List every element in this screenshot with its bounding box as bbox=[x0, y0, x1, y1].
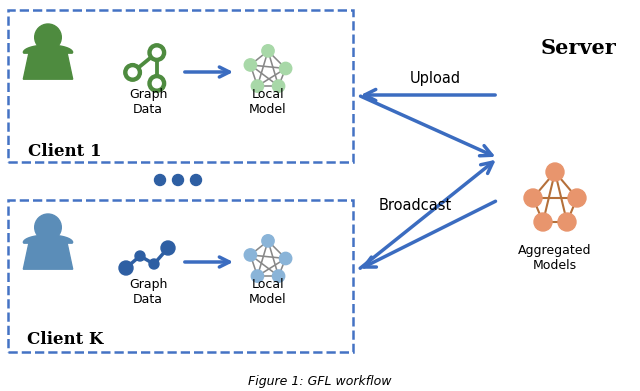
Circle shape bbox=[273, 270, 285, 282]
Text: Broadcast: Broadcast bbox=[378, 197, 452, 212]
Circle shape bbox=[524, 189, 542, 207]
Circle shape bbox=[252, 270, 264, 282]
Text: Figure 1: GFL workflow: Figure 1: GFL workflow bbox=[248, 375, 392, 389]
Circle shape bbox=[280, 252, 292, 265]
Text: Client 1: Client 1 bbox=[28, 143, 102, 160]
Polygon shape bbox=[23, 53, 73, 79]
Circle shape bbox=[273, 80, 285, 92]
Text: Graph
Data: Graph Data bbox=[129, 88, 167, 116]
Circle shape bbox=[191, 174, 202, 185]
Polygon shape bbox=[23, 235, 73, 242]
Circle shape bbox=[252, 80, 264, 92]
Circle shape bbox=[119, 261, 133, 275]
Circle shape bbox=[244, 249, 257, 261]
Circle shape bbox=[35, 24, 61, 50]
Circle shape bbox=[262, 45, 274, 57]
Text: Local
Model: Local Model bbox=[249, 88, 287, 116]
Circle shape bbox=[173, 174, 184, 185]
Circle shape bbox=[152, 48, 161, 57]
Circle shape bbox=[262, 235, 274, 247]
Circle shape bbox=[280, 62, 292, 75]
Text: Aggregated
Models: Aggregated Models bbox=[518, 244, 592, 272]
Circle shape bbox=[135, 251, 145, 261]
Circle shape bbox=[152, 79, 161, 88]
Circle shape bbox=[568, 189, 586, 207]
Bar bbox=[8, 10, 353, 162]
Circle shape bbox=[35, 214, 61, 240]
Circle shape bbox=[558, 213, 576, 231]
Bar bbox=[8, 200, 353, 352]
Circle shape bbox=[534, 213, 552, 231]
Text: Graph
Data: Graph Data bbox=[129, 278, 167, 306]
Circle shape bbox=[148, 75, 166, 92]
Circle shape bbox=[154, 174, 166, 185]
Circle shape bbox=[244, 59, 257, 71]
Circle shape bbox=[149, 259, 159, 269]
Text: Server: Server bbox=[540, 38, 616, 58]
Circle shape bbox=[128, 68, 137, 77]
Circle shape bbox=[546, 163, 564, 181]
Polygon shape bbox=[23, 45, 73, 53]
Circle shape bbox=[148, 44, 166, 61]
Text: Upload: Upload bbox=[410, 70, 461, 86]
Polygon shape bbox=[23, 242, 73, 269]
Circle shape bbox=[124, 64, 141, 81]
Circle shape bbox=[161, 241, 175, 255]
Text: Client K: Client K bbox=[27, 332, 103, 348]
Text: Local
Model: Local Model bbox=[249, 278, 287, 306]
